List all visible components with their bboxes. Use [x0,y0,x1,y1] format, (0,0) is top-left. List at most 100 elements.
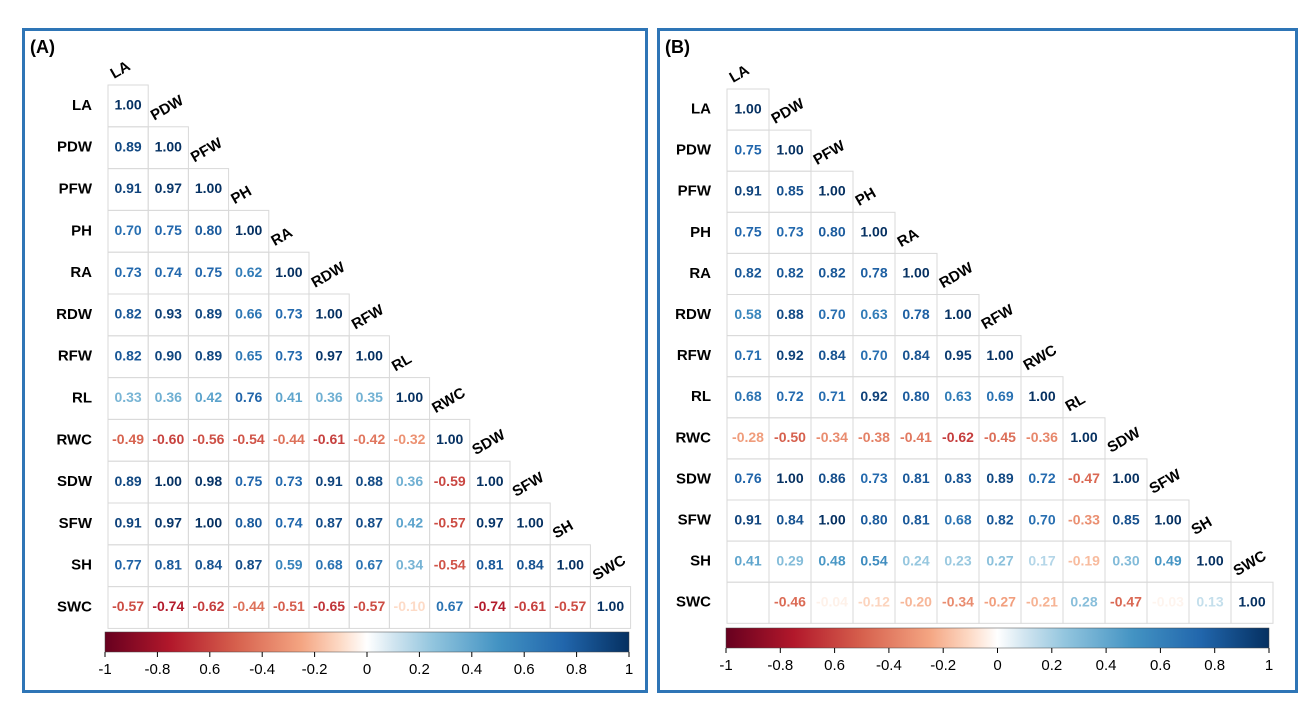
cell-value: 0.70 [818,306,845,322]
row-label-ra: RA [689,265,711,282]
colorbar-tick-label: 0.6 [199,661,220,678]
colorbar-tick-label: 0.8 [1204,657,1225,674]
cell-value: -0.20 [900,593,932,609]
cell-value: 0.41 [275,389,302,405]
row-label-sdw: SDW [676,470,712,487]
cell-value: 0.91 [734,182,761,198]
cell-value: 1.00 [1028,388,1055,404]
col-label-rl: RL [1063,391,1089,416]
row-label-la: LA [691,101,711,118]
cell-value: 0.75 [734,224,761,240]
cell-value: 0.48 [818,552,845,568]
cell-value: 0.73 [114,264,141,280]
col-label-sh: SH [1189,513,1216,538]
cell-value: 0.83 [944,470,971,486]
cell-value: -0.03 [1152,593,1184,609]
cell-value: 0.91 [734,511,761,527]
cell-value: -0.12 [858,593,890,609]
cell-value: -0.57 [554,598,586,614]
cell-value: 0.85 [1112,511,1139,527]
cell-value: 1.00 [1154,511,1181,527]
cell-value: 0.76 [734,470,761,486]
cell-value: 0.70 [860,347,887,363]
cell-value: -0.04 [816,593,848,609]
cell-value: -0.45 [984,429,1016,445]
row-label-rfw: RFW [58,348,93,365]
cell-value: 0.73 [860,470,887,486]
cell-value: 1.00 [902,265,929,281]
cell-value: -0.57 [112,598,144,614]
cell-value: 0.63 [860,306,887,322]
cell-value: 0.90 [155,347,182,363]
col-label-sdw: SDW [469,426,509,459]
cell-value: -0.57 [434,515,466,531]
row-label-ph: PH [71,222,92,239]
colorbar-tick-label: 0.6 [514,661,535,678]
cell-value: -0.57 [353,598,385,614]
cell-value: 0.69 [986,388,1013,404]
cell-value: 1.00 [436,431,463,447]
cell-value: 0.87 [315,515,342,531]
colorbar-tick-label: -1 [719,657,732,674]
cell-value: 0.97 [155,515,182,531]
cell-value: 1.00 [818,511,845,527]
cell-value: 0.70 [1028,511,1055,527]
cell-value: -0.10 [394,598,426,614]
panel-label: (B) [665,37,690,57]
cell-value: 0.71 [734,347,761,363]
cell-value: 1.00 [155,473,182,489]
cell-value: 0.74 [275,515,302,531]
correlation-panel-a: (A) LA PDW PFW PH RA RDW RFW RL RWC SDW SFW SH SWC LA P… [22,28,648,693]
cell-value: 0.97 [315,347,342,363]
cell-value: -0.28 [732,429,764,445]
cell-value: 0.89 [986,470,1013,486]
panel-label: (A) [30,37,55,57]
cell-value: 0.84 [195,556,222,572]
cell-value: 0.68 [315,556,342,572]
row-label-rdw: RDW [675,306,712,323]
cell-value: 0.58 [734,306,761,322]
row-label-rdw: RDW [56,306,93,323]
colorbar-tick-label: 0.2 [409,661,430,678]
cell-value: 0.76 [235,389,262,405]
cell-value: -0.74 [152,598,184,614]
col-label-rfw: RFW [349,301,388,333]
cell-value: 0.81 [155,556,182,572]
row-label-sh: SH [71,557,92,574]
cell-value: 0.91 [114,180,141,196]
colorbar-tick-label: -0.2 [930,657,956,674]
cell-value: 0.30 [1112,552,1139,568]
cell-value: -0.59 [434,473,466,489]
col-label-sfw: SFW [510,469,548,501]
colorbar-tick-label: -0.4 [249,661,275,678]
cell-value: -0.44 [273,431,305,447]
row-label-la: LA [72,97,92,114]
cell-value: 1.00 [1196,552,1223,568]
colorbar [104,631,630,653]
cell-value: 0.71 [818,388,845,404]
cell-value: 0.49 [1154,552,1181,568]
col-label-rwc: RWC [1021,342,1060,375]
cell-value: 1.00 [1238,593,1265,609]
cell-value: -0.42 [353,431,385,447]
cell-value: 0.81 [902,511,929,527]
col-label-pdw: PDW [148,92,188,125]
row-label-rl: RL [72,389,92,406]
cell-value: 0.88 [776,306,803,322]
cell-value: 0.75 [155,222,182,238]
cell-value: -0.27 [984,593,1016,609]
cell-value: 1.00 [986,347,1013,363]
cell-value: 0.80 [195,222,222,238]
cell-value: 0.78 [860,265,887,281]
cell-value: 0.95 [944,347,971,363]
cell-value: 0.13 [1196,593,1223,609]
cell-value: 1.00 [195,180,222,196]
cell-value: 0.84 [516,556,543,572]
cell-value: -0.61 [313,431,345,447]
cell-value: -0.74 [474,598,506,614]
cell-value: 0.82 [986,511,1013,527]
cell-value: 0.80 [902,388,929,404]
cell-value: 0.36 [396,473,423,489]
cell-value: 0.62 [235,264,262,280]
cell-value: 0.67 [436,598,463,614]
